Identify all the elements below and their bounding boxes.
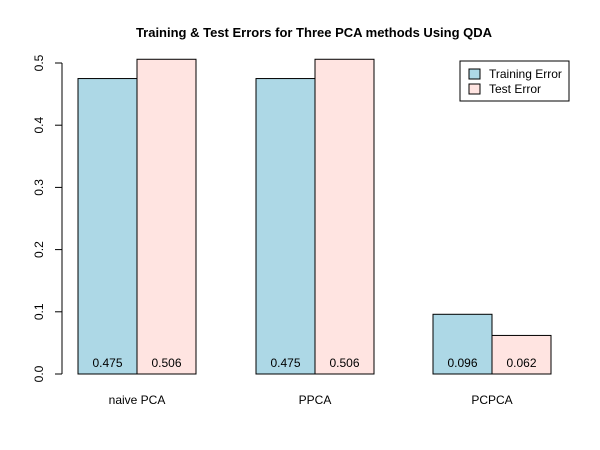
y-axis: 0.0 0.1 0.2 0.3 0.4 0.5 [32,54,63,382]
category-labels: naive PCA PPCA PCPCA [109,393,513,407]
data-label: 0.506 [329,356,359,370]
bar [77,78,138,375]
y-tick-label: 0.0 [32,365,46,382]
y-tick-label: 0.2 [32,241,46,258]
bar [314,58,375,375]
category-label: PCPCA [471,393,512,407]
data-labels: 0.475 0.506 0.475 0.506 0.096 0.062 [92,356,536,370]
y-tick-label: 0.4 [32,117,46,134]
bar [432,313,493,375]
legend-label: Test Error [489,82,541,96]
legend-swatch [468,68,481,80]
bar [136,58,197,375]
y-tick-label: 0.5 [32,54,46,71]
category-label: naive PCA [109,393,166,407]
category-label: PPCA [299,393,332,407]
data-label: 0.475 [270,356,300,370]
data-label: 0.506 [151,356,181,370]
legend-label: Training Error [489,67,562,81]
bars [77,58,552,375]
data-label: 0.475 [92,356,122,370]
bar [491,334,552,375]
data-label: 0.062 [506,356,536,370]
data-label: 0.096 [447,356,477,370]
chart-title: Training & Test Errors for Three PCA met… [136,25,493,40]
bar [255,78,316,375]
legend-swatch [468,83,481,95]
y-tick-label: 0.3 [32,179,46,196]
y-tick-label: 0.1 [32,303,46,320]
